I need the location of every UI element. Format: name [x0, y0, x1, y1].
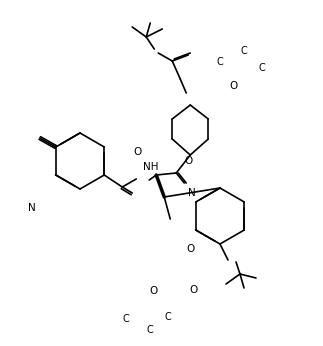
Text: C: C: [123, 314, 130, 324]
Text: O: O: [186, 244, 194, 254]
Text: C: C: [147, 325, 154, 335]
Text: O: O: [184, 156, 193, 166]
Text: N: N: [28, 203, 36, 213]
Text: N: N: [188, 188, 196, 198]
Text: O: O: [149, 286, 157, 296]
Text: O: O: [133, 147, 141, 157]
Text: C: C: [259, 63, 266, 73]
Text: C: C: [241, 46, 247, 56]
Text: NH: NH: [143, 162, 159, 172]
Text: O: O: [229, 81, 237, 91]
Text: C: C: [217, 57, 224, 67]
Text: C: C: [165, 312, 172, 322]
Text: O: O: [189, 285, 197, 295]
